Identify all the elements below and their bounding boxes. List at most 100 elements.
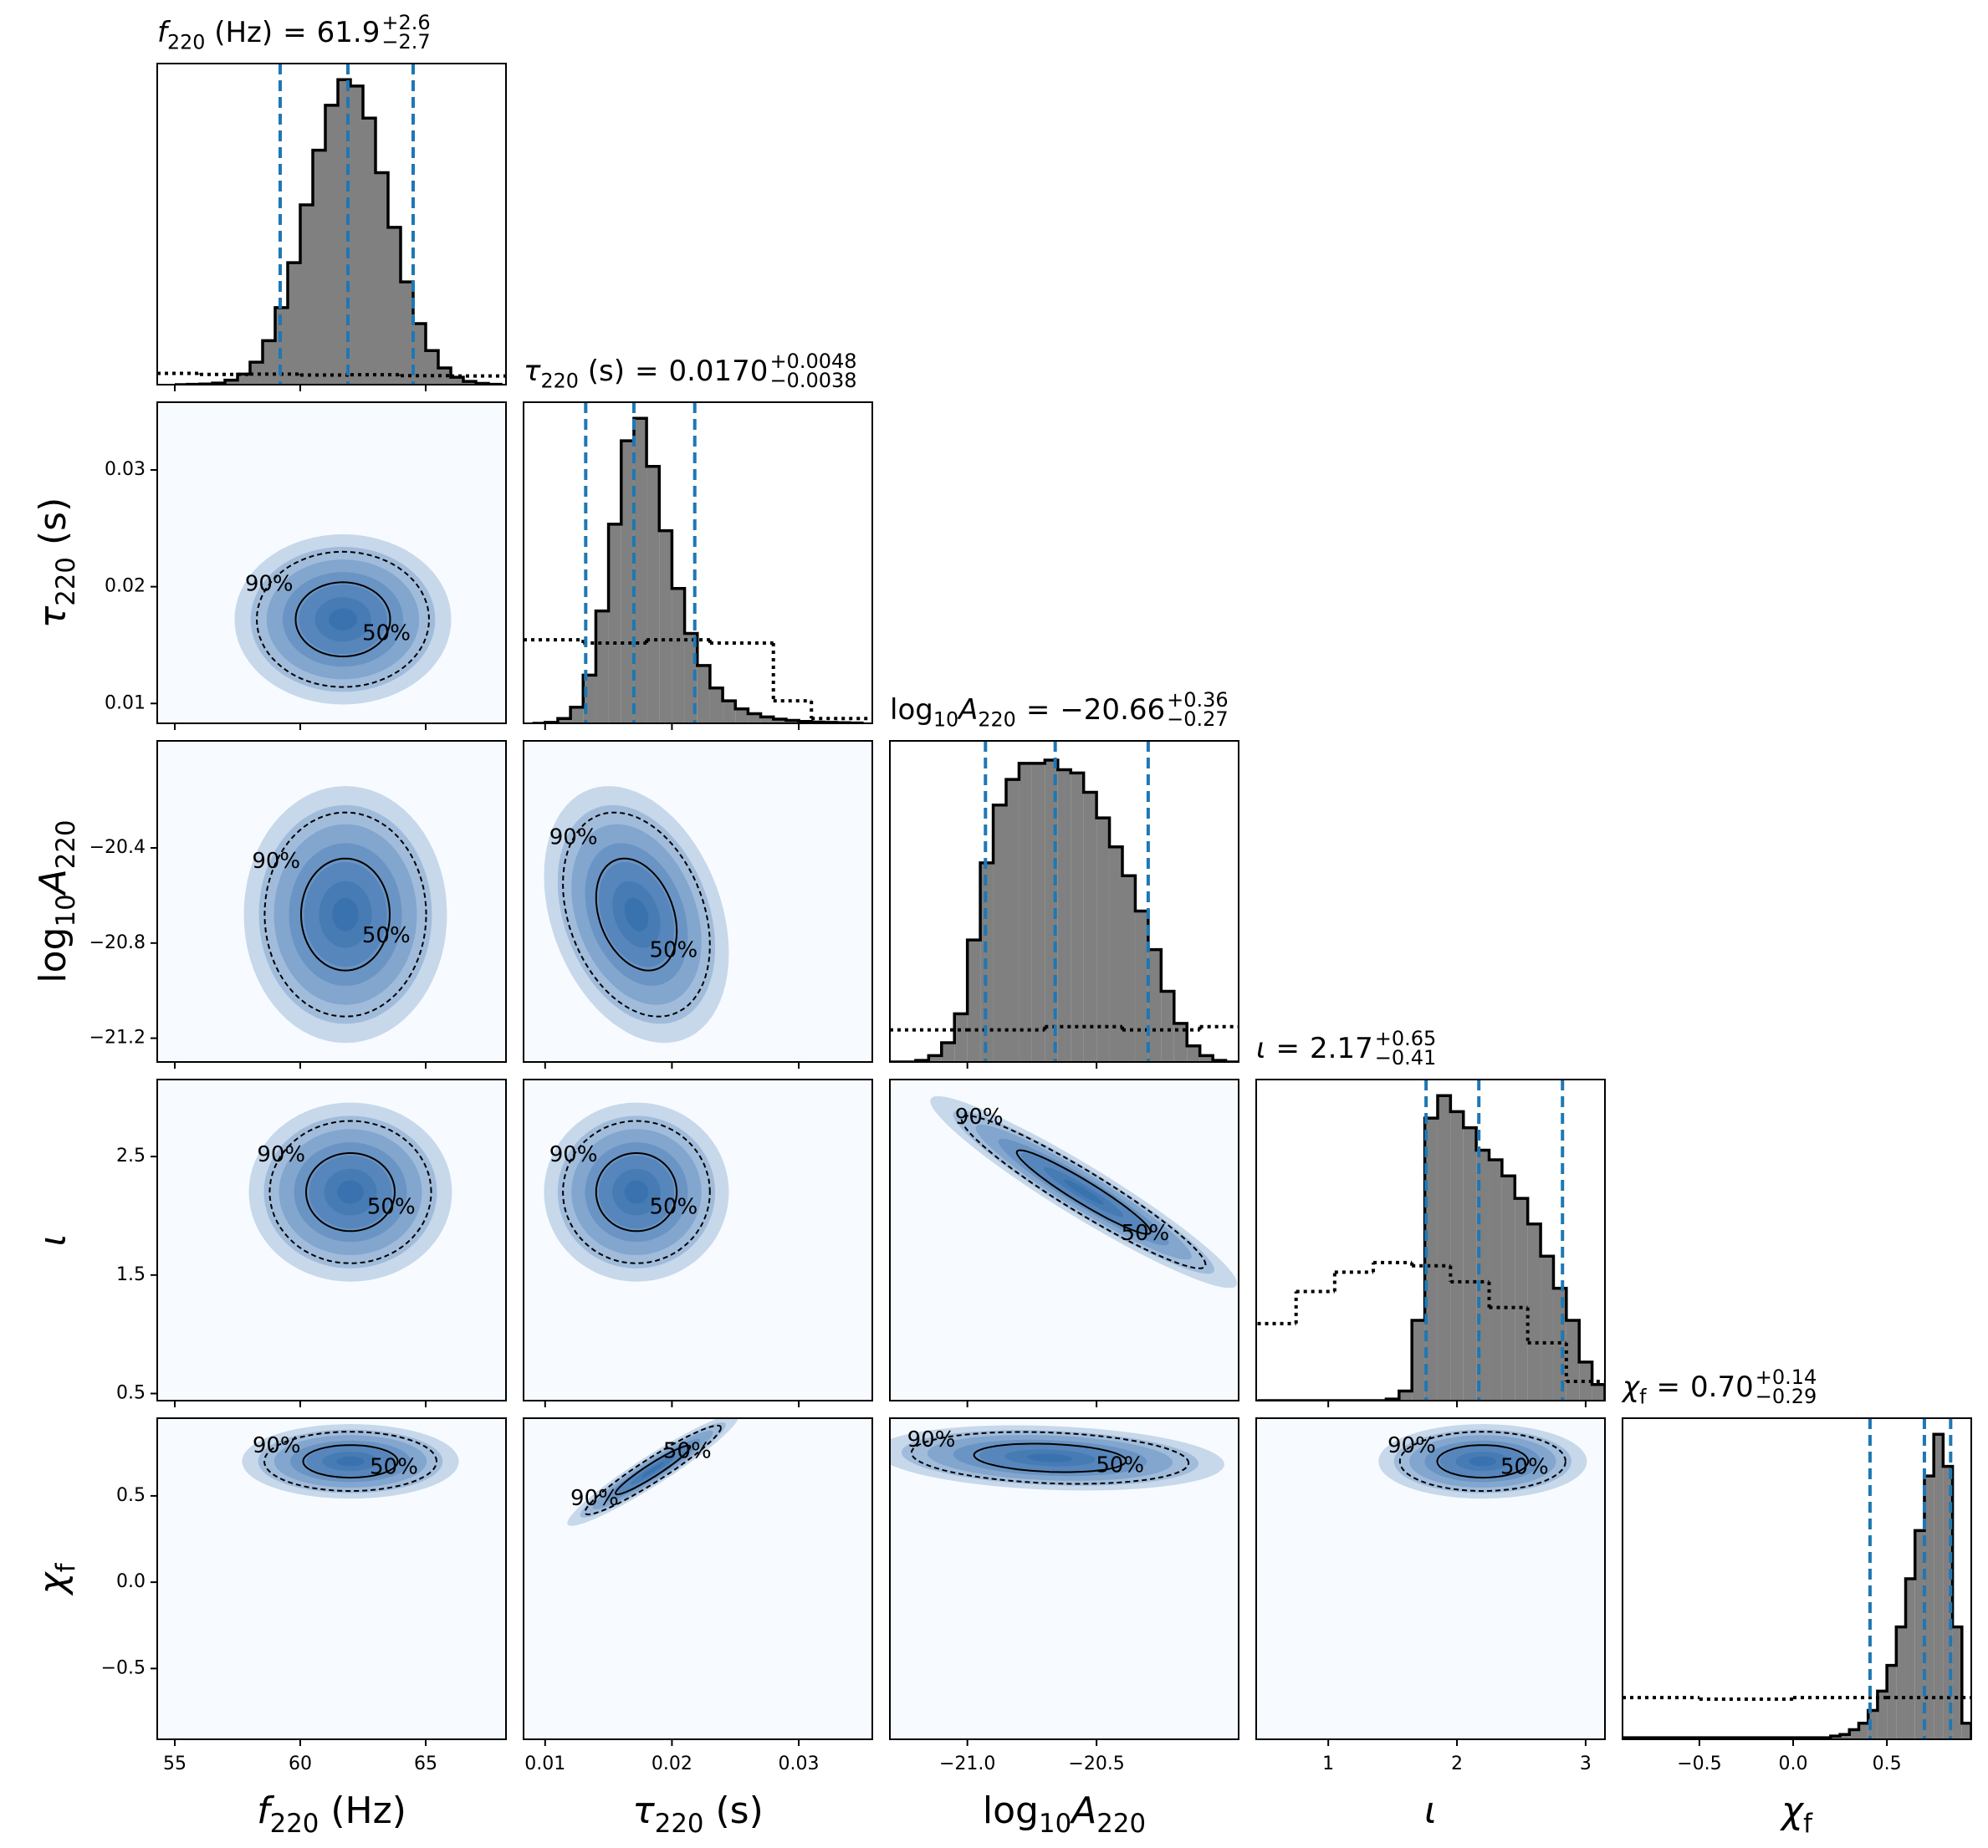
label-part: 220: [51, 557, 81, 606]
panel-frame: [889, 1417, 1239, 1740]
density: [329, 608, 357, 630]
hist-bar: [1122, 876, 1136, 1062]
hist-bar: [363, 118, 376, 385]
x-tick-label: 65: [414, 1754, 437, 1774]
hist-bar: [1868, 1710, 1878, 1739]
hist-bar: [1045, 760, 1058, 1062]
density: [571, 1129, 702, 1255]
hist-bar: [1412, 1320, 1425, 1401]
title-relation: =: [635, 355, 659, 388]
hist-bar: [1858, 1723, 1868, 1739]
label-part: f: [51, 1562, 81, 1572]
panel-frame: [156, 63, 507, 385]
label-part: χ: [1780, 1789, 1805, 1832]
density: [557, 804, 716, 1024]
panel-frame: [1255, 1417, 1606, 1740]
x-tick-label: −21.0: [939, 1754, 995, 1774]
hist-bar: [967, 940, 981, 1062]
hist-bar: [646, 466, 660, 723]
density: [332, 897, 359, 932]
density: [605, 1438, 701, 1502]
hist-bar: [426, 350, 438, 385]
label-part: 10: [933, 708, 958, 732]
panel-background: [157, 402, 506, 723]
hist-bar: [1877, 1691, 1888, 1739]
hist-bar: [1424, 1118, 1438, 1401]
hist-bar: [263, 340, 275, 385]
hist-bar: [1161, 991, 1174, 1062]
y-tick-label: −20.4: [89, 837, 146, 858]
contour-label: 90%: [549, 825, 598, 850]
hist-bar: [993, 804, 1006, 1062]
density: [1393, 1429, 1571, 1493]
density: [1027, 1453, 1073, 1463]
panel-background: [157, 1418, 506, 1739]
hist-bar: [1515, 1198, 1528, 1401]
label-part: ι: [1424, 1789, 1437, 1832]
panel-title: χf = 0.70: [1621, 1371, 1754, 1409]
hist-bar: [773, 719, 786, 723]
density: [294, 1142, 407, 1243]
label-part: 10: [51, 894, 81, 927]
hist-outline: [532, 416, 864, 723]
density: [336, 1456, 365, 1467]
density-panel: 50% 90%: [157, 402, 506, 723]
x-tick-label: −0.5: [1677, 1754, 1721, 1774]
hist-bar: [225, 380, 238, 385]
label-part: log: [32, 927, 74, 983]
x-tick-label: 0.01: [524, 1754, 565, 1774]
hist-outline: [890, 758, 1239, 1062]
density: [598, 862, 674, 967]
density-panel: 50% 90%: [524, 1080, 872, 1401]
hist-bar: [1952, 1626, 1962, 1739]
hist-bar: [1924, 1476, 1934, 1739]
hist-bar: [659, 530, 672, 723]
histogram-panel: [890, 741, 1239, 1062]
contour-label: 90%: [252, 849, 300, 874]
label-part: f: [1803, 1809, 1813, 1839]
density: [624, 897, 649, 932]
panel-frame: [156, 1417, 507, 1740]
label-part: τ: [32, 605, 74, 628]
density: [273, 824, 417, 1005]
title-median: 0.70: [1690, 1371, 1754, 1404]
hist-bar: [1019, 763, 1032, 1062]
density: [266, 559, 420, 680]
hist-bar: [1592, 1384, 1605, 1401]
hist-bar: [1437, 1095, 1451, 1401]
label-part: χ: [32, 1570, 74, 1595]
title-minus: −0.41: [1375, 1046, 1437, 1069]
density: [258, 804, 432, 1024]
density: [290, 1440, 411, 1483]
x-tick-label: 0.03: [779, 1754, 820, 1774]
contour: [268, 1120, 432, 1264]
contour: [263, 811, 427, 1018]
y-tick-label: 0.0: [116, 1571, 146, 1592]
hist-bar: [438, 368, 451, 385]
density: [901, 1430, 1199, 1486]
label-part: A: [32, 869, 74, 896]
contour-label: 90%: [570, 1486, 619, 1511]
hist-bar: [1840, 1734, 1850, 1739]
density: [592, 1430, 713, 1509]
hist-bar: [1489, 1160, 1502, 1401]
density: [598, 1156, 674, 1229]
title-median: −20.66: [1060, 693, 1165, 727]
title-median: 61.9: [317, 16, 381, 49]
y-tick-label: 0.5: [116, 1382, 146, 1403]
label-part: f: [1639, 1386, 1647, 1409]
hist-bar: [633, 418, 647, 723]
x-tick-label: 60: [289, 1754, 312, 1774]
title-median: 0.0170: [668, 355, 768, 388]
contour-label: 50%: [362, 621, 411, 646]
density: [1440, 1446, 1525, 1477]
hist-bar: [941, 1042, 955, 1062]
hist-bar: [463, 381, 476, 385]
contour: [584, 1424, 723, 1516]
label-part: τ: [632, 1789, 655, 1832]
label-part: 220: [270, 1809, 319, 1839]
hist-bar: [570, 707, 584, 723]
density: [242, 1424, 459, 1499]
density: [930, 1095, 1238, 1289]
density: [279, 1129, 422, 1255]
